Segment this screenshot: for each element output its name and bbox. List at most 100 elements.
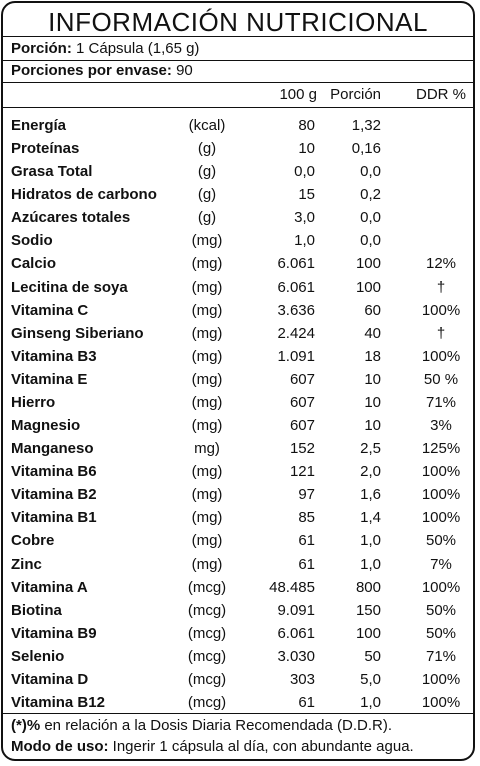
nutrient-name: Vitamina B9	[11, 624, 97, 642]
table-row: Hidratos de carbono (g) 15 0,2	[3, 186, 473, 209]
table-row: Grasa Total (g) 0,0 0,0	[3, 163, 473, 186]
nutrient-unit: (mg)	[191, 509, 223, 527]
table-row: Proteínas (g) 10 0,16	[3, 140, 473, 163]
value-per-100g: 6.061	[277, 255, 315, 273]
servings-per-container-value: 90	[176, 62, 193, 79]
ddr-percent: 3%	[430, 417, 452, 435]
divider	[3, 36, 473, 37]
table-row: Zinc (mg) 61 1,0 7%	[3, 556, 473, 579]
ddr-percent: 50%	[425, 532, 457, 550]
nutrient-unit: mg)	[194, 440, 220, 458]
value-per-portion: 1,4	[360, 509, 381, 527]
nutrient-unit: (mg)	[191, 301, 223, 319]
nutrient-name: Grasa Total	[11, 163, 93, 181]
nutrient-name: Vitamina B1	[11, 509, 97, 527]
value-per-portion: 1,6	[360, 486, 381, 504]
value-per-portion: 0,0	[360, 163, 381, 181]
nutrient-unit: (g)	[197, 186, 217, 204]
nutrient-unit: (mg)	[191, 278, 223, 296]
nutrient-name: Ginseng Siberiano	[11, 324, 144, 342]
nutrient-name: Cobre	[11, 532, 55, 550]
nutrient-name: Vitamina B12	[11, 694, 105, 711]
value-per-100g: 61	[298, 555, 315, 573]
divider	[3, 107, 473, 108]
nutrient-unit: (g)	[197, 163, 217, 181]
nutrient-unit: (g)	[197, 140, 217, 158]
value-per-100g: 607	[289, 417, 315, 435]
nutrient-unit: (mcg)	[187, 670, 227, 688]
nutrient-name: Lecitina de soya	[11, 278, 128, 296]
nutrition-label: INFORMACIÓN NUTRICIONAL Porción: 1 Cápsu…	[1, 1, 475, 761]
table-row: Vitamina C (mg) 3.636 60 100%	[3, 302, 473, 325]
nutrient-name: Azúcares totales	[11, 209, 131, 227]
nutrient-unit: (mg)	[191, 532, 223, 550]
value-per-portion: 0,2	[360, 186, 381, 204]
value-per-portion: 10	[364, 393, 381, 411]
serving-size: Porción: 1 Cápsula (1,65 g)	[11, 40, 199, 57]
nutrient-unit: (mg)	[191, 393, 223, 411]
value-per-portion: 0,16	[351, 140, 381, 158]
table-row: Magnesio (mg) 607 10 3%	[3, 417, 473, 440]
value-per-portion: 800	[355, 578, 381, 596]
value-per-100g: 2.424	[277, 324, 315, 342]
value-per-portion: 5,0	[360, 670, 381, 688]
nutrient-name: Vitamina D	[11, 670, 89, 688]
value-per-100g: 0,0	[294, 163, 315, 181]
table-row: Selenio (mcg) 3.030 50 71%	[3, 648, 473, 671]
nutrient-name: Magnesio	[11, 417, 81, 435]
value-per-100g: 85	[298, 509, 315, 527]
value-per-100g: 61	[298, 694, 315, 711]
value-per-100g: 9.091	[277, 601, 315, 619]
nutrient-name: Hierro	[11, 393, 56, 411]
nutrient-unit: (mcg)	[187, 694, 227, 711]
divider	[3, 82, 473, 83]
nutrient-name: Hidratos de carbono	[11, 186, 157, 204]
value-per-portion: 50	[364, 647, 381, 665]
value-per-100g: 80	[298, 117, 315, 134]
nutrient-unit: (kcal)	[188, 117, 226, 134]
ddr-percent: 50%	[425, 601, 457, 619]
value-per-portion: 100	[355, 278, 381, 296]
ddr-percent: 100%	[421, 670, 461, 688]
column-header-portion: Porción	[330, 86, 381, 103]
ddr-percent: 71%	[425, 647, 457, 665]
value-per-100g: 3.030	[277, 647, 315, 665]
label-title: INFORMACIÓN NUTRICIONAL	[48, 7, 428, 37]
table-row: Vitamina D (mcg) 303 5,0 100%	[3, 671, 473, 694]
nutrient-name: Proteínas	[11, 140, 80, 158]
value-per-100g: 10	[298, 140, 315, 158]
nutrient-name: Energía	[11, 117, 67, 134]
value-per-100g: 607	[289, 393, 315, 411]
ddr-percent: 100%	[421, 347, 461, 365]
table-row: Cobre (mg) 61 1,0 50%	[3, 532, 473, 555]
value-per-100g: 152	[289, 440, 315, 458]
table-row: Manganeso mg) 152 2,5 125%	[3, 440, 473, 463]
ddr-footnote: (*)% en relación a la Dosis Diaria Recom…	[11, 717, 392, 734]
table-row: Vitamina B12 (mcg) 61 1,0 100%	[3, 694, 473, 717]
table-row: Biotina (mcg) 9.091 150 50%	[3, 602, 473, 625]
value-per-portion: 10	[364, 417, 381, 435]
value-per-portion: 1,0	[360, 694, 381, 711]
value-per-100g: 6.061	[277, 624, 315, 642]
table-row: Energía (kcal) 80 1,32	[3, 117, 473, 140]
value-per-100g: 121	[289, 463, 315, 481]
ddr-percent: 12%	[425, 255, 457, 273]
usage-text: Ingerir 1 cápsula al día, con abundante …	[108, 738, 414, 755]
value-per-portion: 0,0	[360, 209, 381, 227]
servings-per-container: Porciones por envase: 90	[11, 62, 193, 79]
nutrient-unit: (mcg)	[187, 624, 227, 642]
nutrient-unit: (mcg)	[187, 647, 227, 665]
nutrient-name: Calcio	[11, 255, 57, 273]
ddr-percent: 50%	[425, 624, 457, 642]
value-per-100g: 15	[298, 186, 315, 204]
table-row: Calcio (mg) 6.061 100 12%	[3, 255, 473, 278]
value-per-100g: 6.061	[277, 278, 315, 296]
ddr-percent: †	[436, 324, 446, 342]
column-header-100g: 100 g	[279, 86, 317, 103]
ddr-percent: 71%	[425, 393, 457, 411]
value-per-100g: 3,0	[294, 209, 315, 227]
value-per-portion: 1,0	[360, 555, 381, 573]
nutrient-unit: (mg)	[191, 370, 223, 388]
ddr-percent: 50 %	[423, 370, 459, 388]
table-row: Vitamina B3 (mg) 1.091 18 100%	[3, 348, 473, 371]
